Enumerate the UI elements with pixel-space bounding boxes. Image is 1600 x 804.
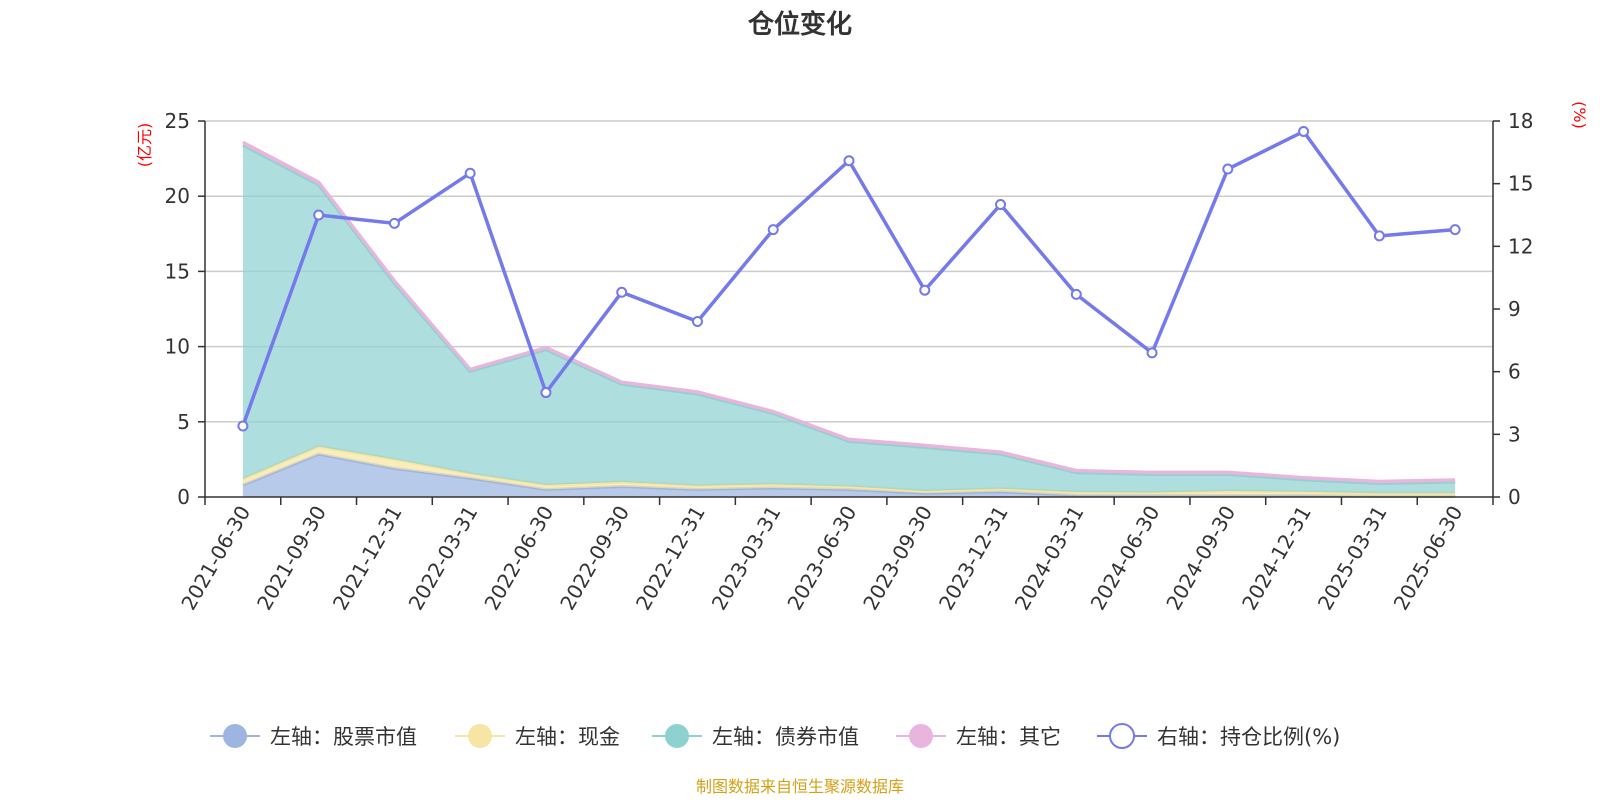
ratio-point [1070,288,1082,300]
right-axis-unit: (%) [1570,101,1589,129]
right-axis-tick-label: 18 [1508,109,1533,133]
ratio-point [540,387,552,399]
x-axis-tick-label: 2022-03-31 [404,502,483,615]
x-axis-tick-label: 2024-03-31 [1010,502,1089,615]
x-axis-tick-label: 2025-06-30 [1389,502,1468,615]
x-axis-tick-label: 2025-03-31 [1313,502,1392,615]
line-series-layer [237,125,1461,432]
legend-marker [1109,723,1135,749]
left-axis-tick-label: 20 [165,184,190,208]
ratio-point [1146,347,1158,359]
x-axis-tick-label: 2023-12-31 [934,502,1013,615]
ratio-point [616,286,628,298]
x-axis-tick-label: 2023-03-31 [707,502,786,615]
ratio-point [919,284,931,296]
area-series-edge [242,140,1456,483]
ratio-point [1298,125,1310,137]
x-axis-tick-label: 2022-09-30 [555,502,634,615]
ratio-point [1373,230,1385,242]
x-axis-tick-label: 2021-12-31 [328,502,407,615]
right-axis-tick-label: 0 [1508,485,1521,509]
legend-marker [909,724,933,748]
right-axis-tick-label: 12 [1508,234,1533,258]
ratio-point [843,155,855,167]
legend-label: 右轴：持仓比例(%) [1157,725,1340,749]
left-axis-tick-label: 5 [177,410,190,434]
right-axis-tick-label: 9 [1508,297,1521,321]
legend-label: 左轴：股票市值 [270,725,417,749]
x-axis-tick-label: 2022-06-30 [479,502,558,615]
ratio-point [313,209,325,221]
legend-marker [665,724,689,748]
right-axis-tick-label: 6 [1508,360,1521,384]
x-axis-tick-label: 2024-12-31 [1237,502,1316,615]
ratio-point [464,167,476,179]
area-series-fill [242,145,1456,494]
x-axis-tick-label: 2024-09-30 [1161,502,1240,615]
ratio-point [388,217,400,229]
area-series-layer [242,140,1456,498]
x-axis-tick-label: 2024-06-30 [1085,502,1164,615]
ratio-point [237,420,249,432]
x-axis-tick-label: 2021-06-30 [176,502,255,615]
ratio-point [1222,163,1234,175]
left-axis-tick-label: 25 [165,109,190,133]
ratio-point [691,316,703,328]
legend-label: 左轴：其它 [956,725,1061,749]
right-axis-tick-label: 3 [1508,422,1521,446]
left-axis-unit: (亿元) [135,123,154,168]
right-axis-tick-label: 15 [1508,172,1533,196]
x-axis-tick-label: 2023-06-30 [782,502,861,615]
chart-title: 仓位变化 [747,9,852,40]
x-axis-tick-label: 2021-09-30 [252,502,331,615]
ratio-point [1449,224,1461,236]
legend-label: 左轴：债券市值 [712,725,859,749]
legend-marker [468,724,492,748]
data-source-note: 制图数据来自恒生聚源数据库 [696,777,904,796]
legend-label: 左轴：现金 [515,725,620,749]
left-axis-tick-label: 15 [165,259,190,283]
legend-marker [223,724,247,748]
x-axis-tick-label: 2022-12-31 [631,502,710,615]
area-series-fill [242,454,1456,497]
legend: 左轴：股票市值 左轴：现金 左轴：债券市值 左轴：其它 右轴：持仓比例(%) [210,723,1340,749]
ratio-point [995,199,1007,211]
ratio-point [767,224,779,236]
left-axis-tick-label: 10 [165,335,190,359]
left-axis-tick-label: 0 [177,485,190,509]
x-axis-tick-label: 2023-09-30 [858,502,937,615]
